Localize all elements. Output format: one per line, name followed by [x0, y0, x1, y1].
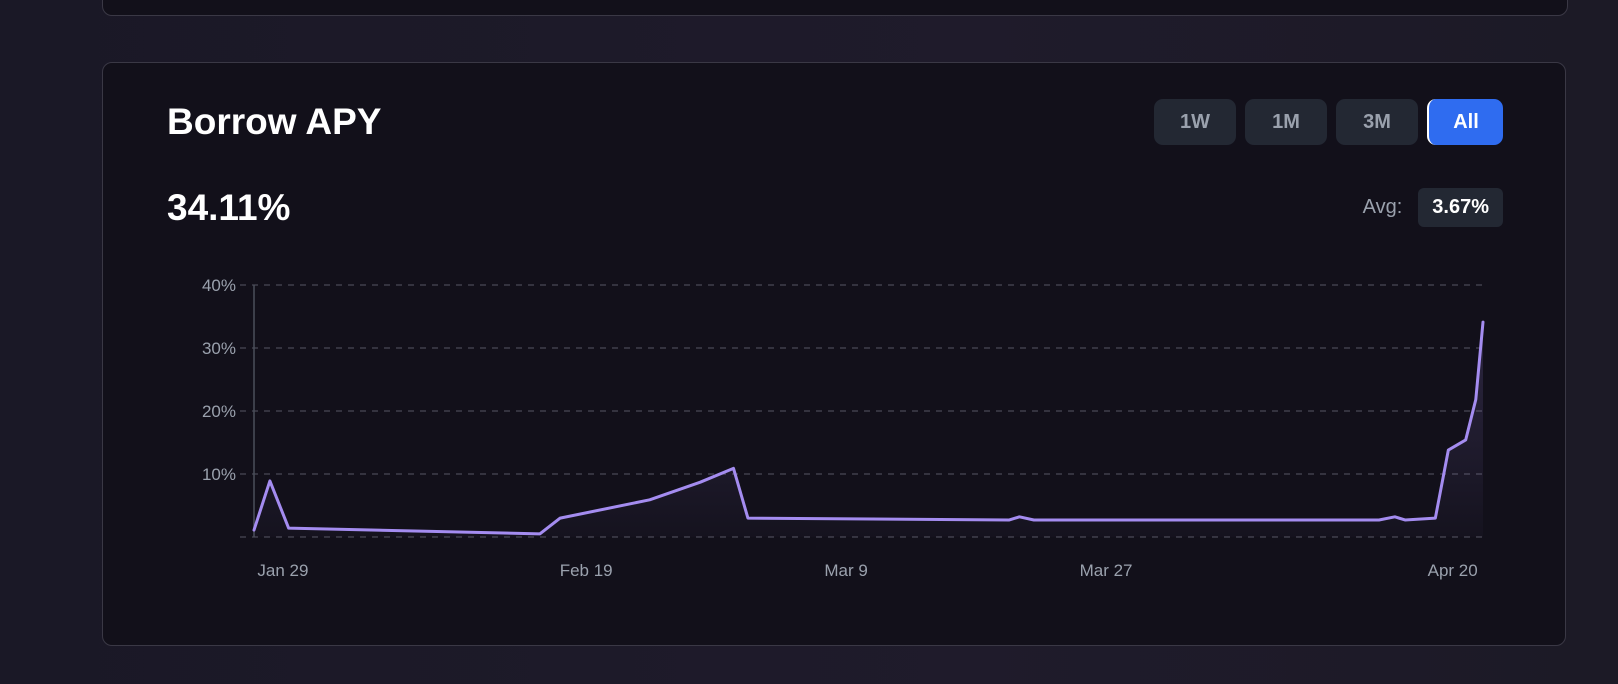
average-display: Avg: 3.67%: [1363, 188, 1503, 227]
x-tick-label: Jan 29: [257, 561, 308, 580]
y-tick-label: 30%: [202, 339, 236, 358]
x-tick-label: Feb 19: [560, 561, 613, 580]
y-tick-label: 40%: [202, 276, 236, 295]
range-selector: 1W 1M 3M All: [1154, 99, 1503, 145]
range-3m-button[interactable]: 3M: [1336, 99, 1418, 145]
avg-label: Avg:: [1362, 196, 1403, 218]
x-tick-label: Mar 9: [824, 561, 867, 580]
previous-card: [102, 0, 1568, 16]
x-tick-label: Apr 20: [1428, 561, 1478, 580]
y-tick-label: 20%: [202, 402, 236, 421]
borrow-apy-card: Borrow APY 34.11% 1W 1M 3M All Avg: 3.67…: [102, 62, 1566, 646]
current-apy-value: 34.11%: [167, 187, 291, 228]
series-area: [254, 322, 1483, 537]
range-all-button[interactable]: All: [1427, 99, 1503, 145]
avg-value-badge: 3.67%: [1418, 188, 1503, 227]
x-tick-label: Mar 27: [1080, 561, 1133, 580]
card-title: Borrow APY: [167, 101, 382, 142]
y-tick-label: 10%: [202, 465, 236, 484]
range-1m-button[interactable]: 1M: [1245, 99, 1327, 145]
range-1w-button[interactable]: 1W: [1154, 99, 1236, 145]
series-line-borrow-apy: [252, 320, 1485, 536]
